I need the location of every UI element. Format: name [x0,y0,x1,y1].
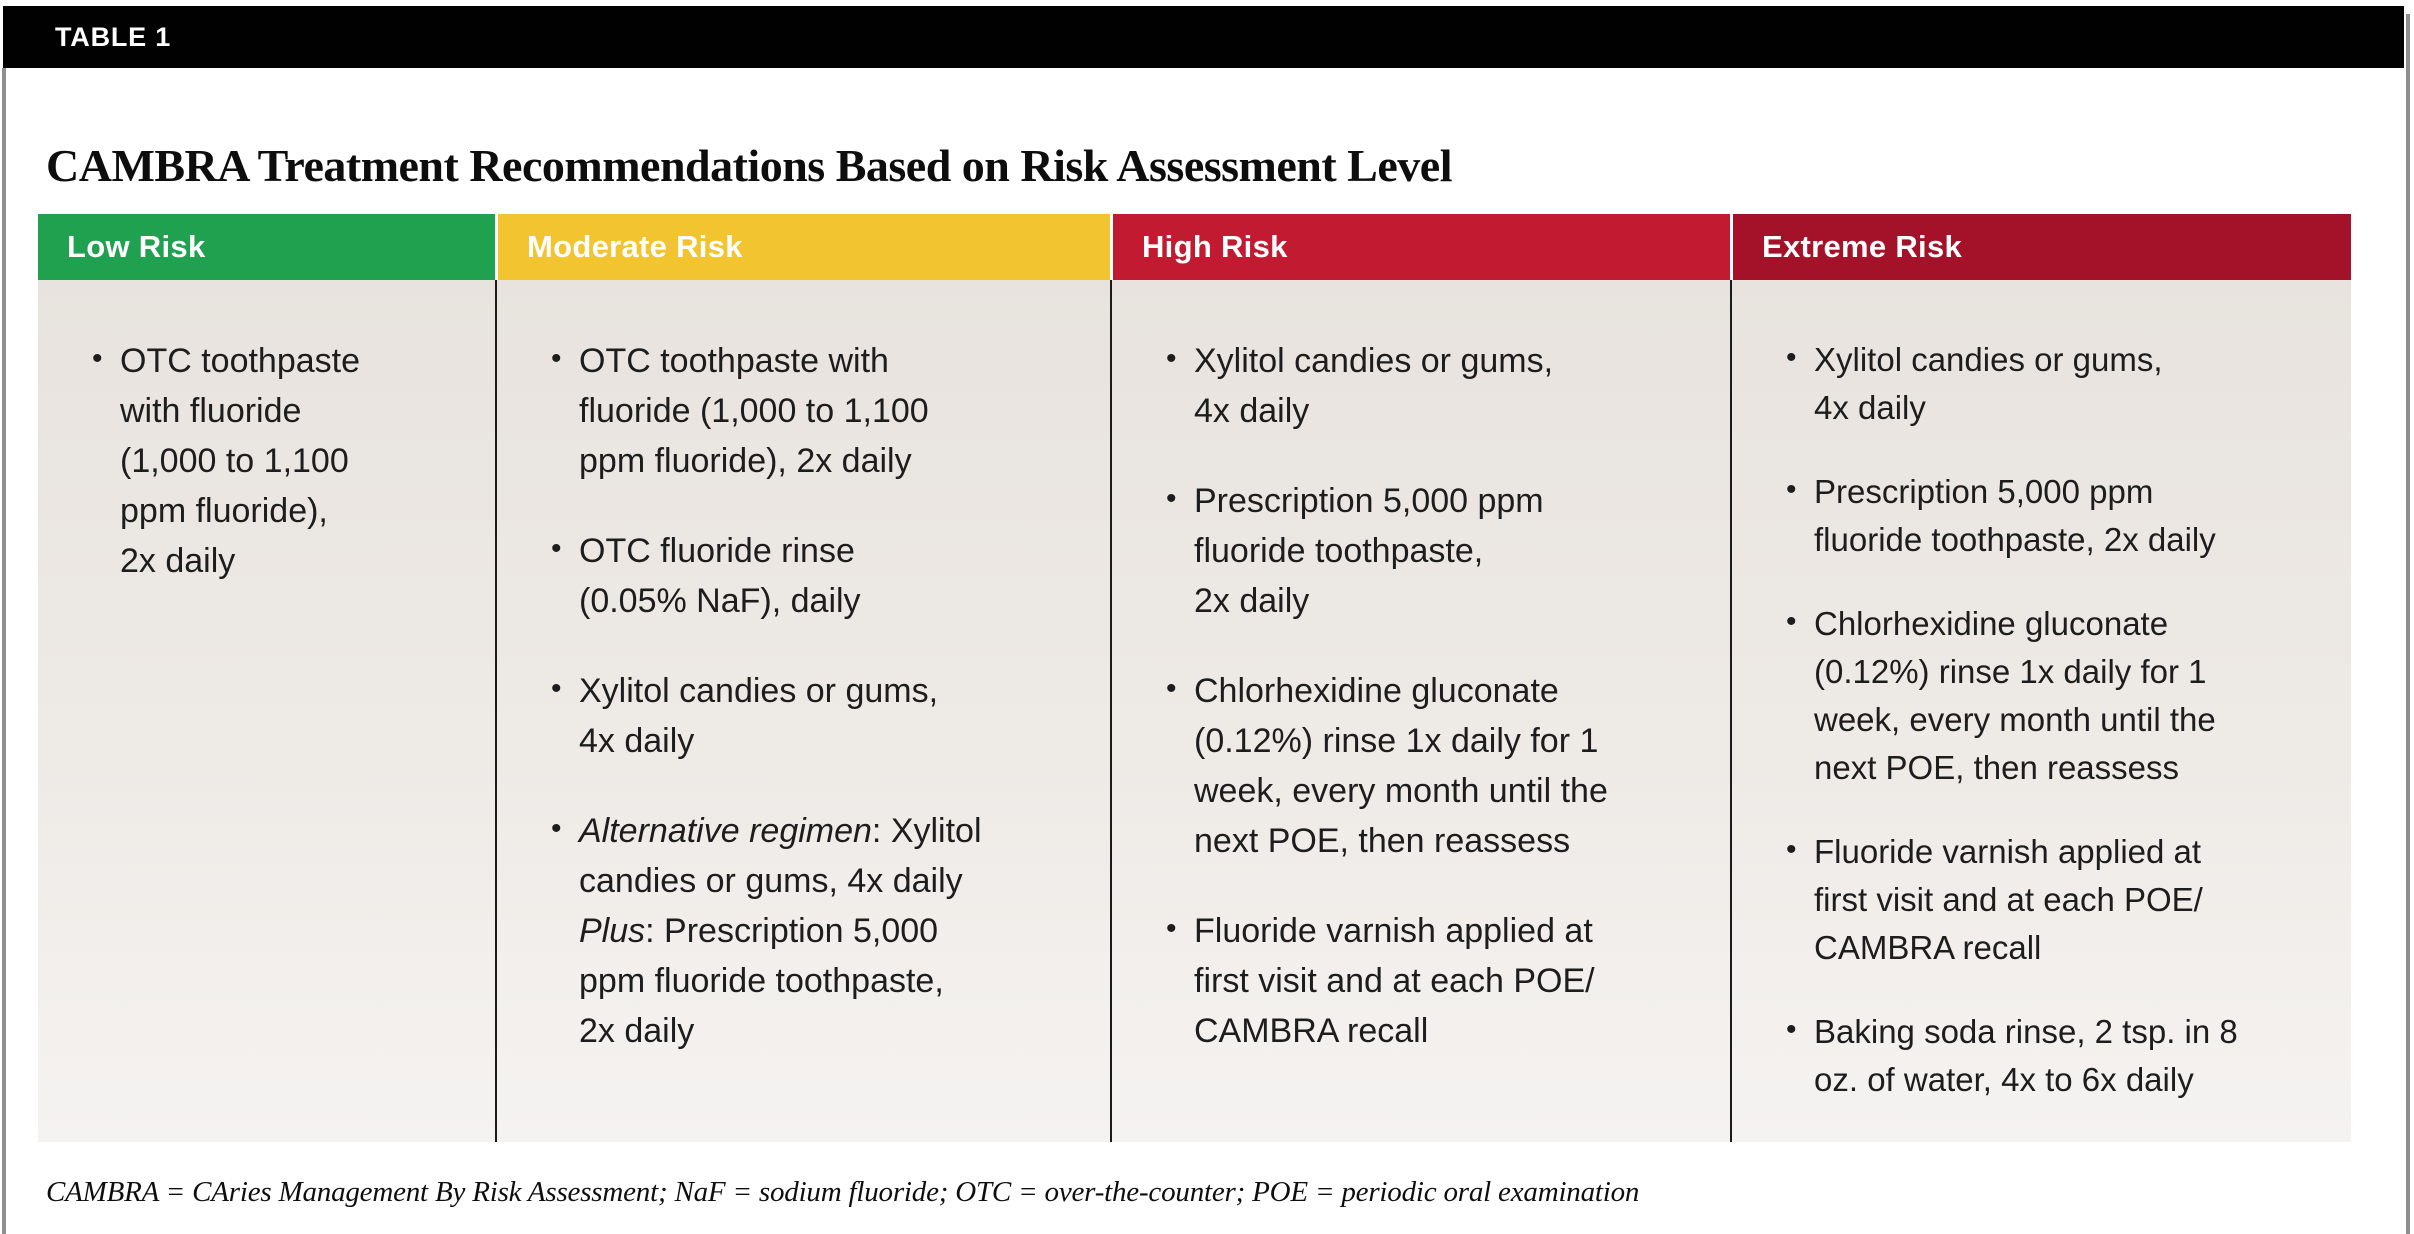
risk-column-header-label: High Risk [1142,229,1288,264]
risk-column-extreme-risk: Extreme Risk Xylitol candies or gums,4x d… [1730,214,2351,1142]
footnote: CAMBRA = CAries Management By Risk Asses… [46,1176,1640,1208]
treatment-item: Chlorhexidine gluconate(0.12%) rinse 1x … [1784,598,2341,792]
risk-column-high-risk: High Risk Xylitol candies or gums,4x dail… [1110,214,1730,1142]
risk-column-header-label: Low Risk [67,229,206,264]
treatment-list: Xylitol candies or gums,4x daily Prescrip… [1164,334,1720,1056]
table-label: TABLE 1 [55,21,172,52]
treatment-list: Xylitol candies or gums,4x daily Prescrip… [1784,334,2341,1104]
treatment-item: Xylitol candies or gums,4x daily [1164,334,1720,436]
risk-column-moderate-risk: Moderate Risk OTC toothpaste withfluoride… [495,214,1110,1142]
risk-column-header-moderate-risk: Moderate Risk [495,214,1110,280]
risk-column-header-extreme-risk: Extreme Risk [1730,214,2351,280]
table-label-bar: TABLE 1 [3,6,2404,68]
risk-column-header-label: Extreme Risk [1762,229,1963,264]
risk-column-body-high-risk: Xylitol candies or gums,4x daily Prescrip… [1110,280,1730,1142]
treatment-item: Chlorhexidine gluconate(0.12%) rinse 1x … [1164,664,1720,866]
risk-column-header-low-risk: Low Risk [38,214,495,280]
treatment-item: Baking soda rinse, 2 tsp. in 8oz. of wat… [1784,1006,2341,1104]
risk-column-header-label: Moderate Risk [527,229,743,264]
treatment-item: Xylitol candies or gums,4x daily [1784,334,2341,432]
treatment-item: OTC fluoride rinse(0.05% NaF), daily [549,524,1100,626]
page-edge-left [2,68,6,1234]
page-title: CAMBRA Treatment Recommendations Based o… [46,139,1452,191]
risk-column-header-high-risk: High Risk [1110,214,1730,280]
page-edge-right [2406,14,2410,1234]
treatment-item: Xylitol candies or gums,4x daily [549,664,1100,766]
risk-column-body-extreme-risk: Xylitol candies or gums,4x daily Prescrip… [1730,280,2351,1142]
